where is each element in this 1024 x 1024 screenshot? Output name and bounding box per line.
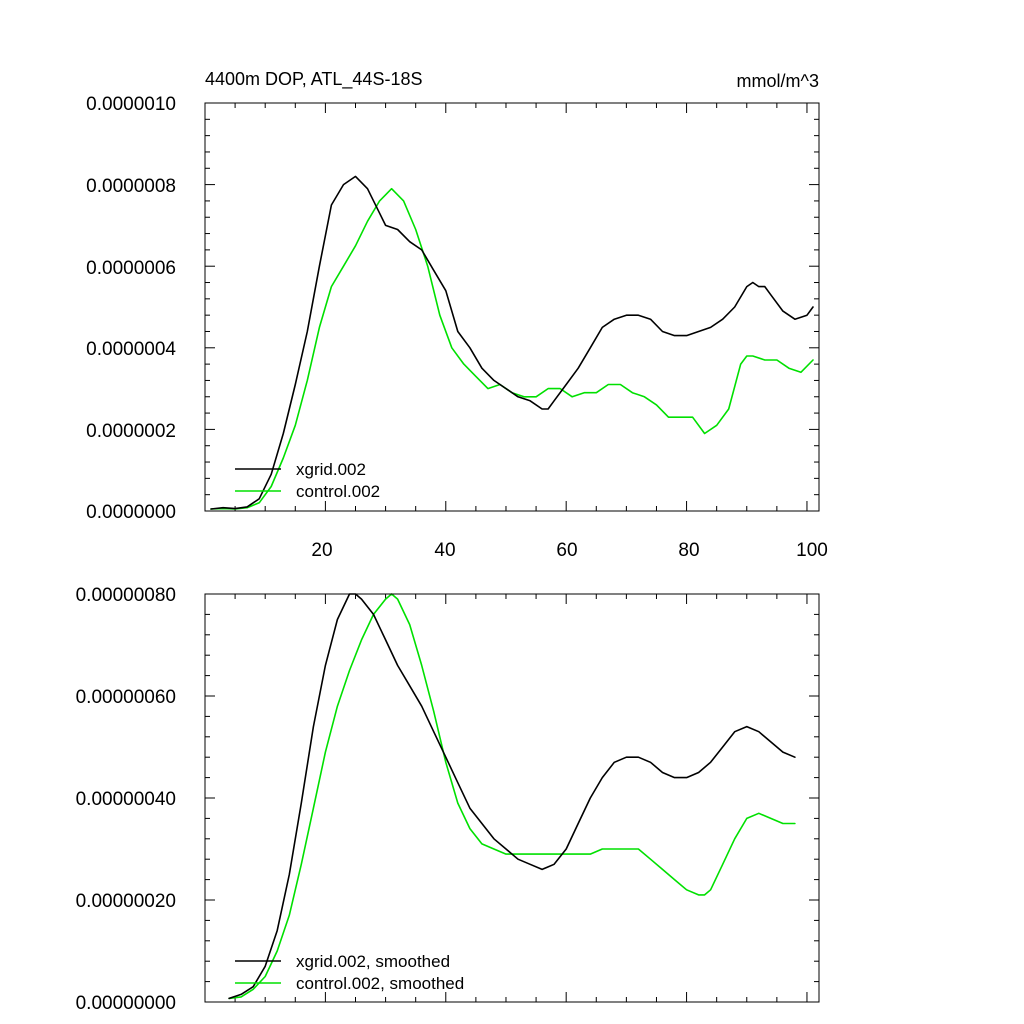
bottom-axis-ticks: [205, 593, 819, 1003]
bottom-panel: 0.00000000 0.00000020 0.00000040 0.00000…: [76, 585, 820, 1014]
top-xtick-label-60: 60: [556, 540, 577, 561]
top-units-label: mmol/m^3: [737, 71, 819, 91]
bottom-series-line-xgrid: [228, 593, 796, 1000]
top-chart-title: 4400m DOP, ATL_44S-18S: [205, 69, 422, 90]
top-ytick-label-4: 0.0000008: [86, 176, 176, 197]
top-panel: 4400m DOP, ATL_44S-18S mmol/m^3 0.000000…: [86, 69, 828, 561]
top-ytick-label-3: 0.0000006: [86, 258, 176, 279]
bottom-data-lines: [228, 593, 796, 1000]
top-ytick-label-2: 0.0000004: [86, 339, 176, 360]
bottom-legend-label-xgrid: xgrid.002, smoothed: [296, 952, 450, 971]
top-legend-label-control: control.002: [296, 482, 380, 501]
bottom-ytick-label-3: 0.00000060: [76, 687, 176, 708]
top-ytick-label-1: 0.0000002: [86, 421, 176, 442]
bottom-plot-frame: [204, 593, 820, 1003]
top-xtick-label-40: 40: [434, 540, 455, 561]
bottom-legend-label-control: control.002, smoothed: [296, 974, 464, 993]
top-ytick-label-0: 0.0000000: [86, 502, 176, 523]
top-legend-label-xgrid: xgrid.002: [296, 460, 366, 479]
top-series-line-control: [210, 187, 814, 510]
bottom-ytick-label-2: 0.00000040: [76, 789, 176, 810]
bottom-legend: xgrid.002, smoothed control.002, smoothe…: [235, 952, 464, 993]
top-data-lines: [210, 175, 814, 510]
top-plot-frame: [204, 102, 820, 512]
bottom-ytick-label-4: 0.00000080: [76, 585, 176, 606]
bottom-series-line-control: [228, 593, 796, 1000]
top-legend: xgrid.002 control.002: [235, 460, 380, 501]
top-xtick-label-80: 80: [678, 540, 699, 561]
top-series-line-xgrid: [210, 175, 814, 510]
top-xtick-label-20: 20: [311, 540, 332, 561]
top-axis-ticks: [205, 102, 819, 512]
top-ytick-label-5: 0.0000010: [86, 94, 176, 115]
bottom-ytick-label-1: 0.00000020: [76, 891, 176, 912]
top-xtick-label-100: 100: [796, 540, 828, 561]
bottom-ytick-label-0: 0.00000000: [76, 993, 176, 1014]
